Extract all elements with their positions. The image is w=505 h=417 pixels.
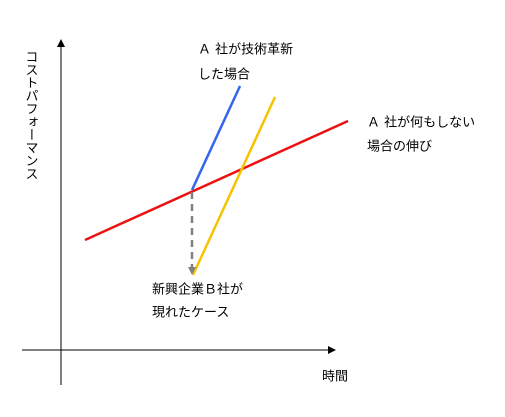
red-line xyxy=(84,119,349,242)
y-axis-label: コストパフォーマンス xyxy=(23,50,39,180)
annotation: 新興企業Ｂ社が xyxy=(152,282,243,298)
annotation: Ａ 社が技術革新 xyxy=(198,42,293,58)
annotation: Ａ 社が何もしない xyxy=(367,115,475,131)
yellow-line xyxy=(191,96,277,276)
annotation: 場合の伸び xyxy=(367,140,432,155)
blue-line xyxy=(190,85,242,191)
annotation: した場合 xyxy=(198,68,250,83)
x-axis-label: 時間 xyxy=(322,370,348,385)
annotation: 現れたケース xyxy=(152,306,229,321)
